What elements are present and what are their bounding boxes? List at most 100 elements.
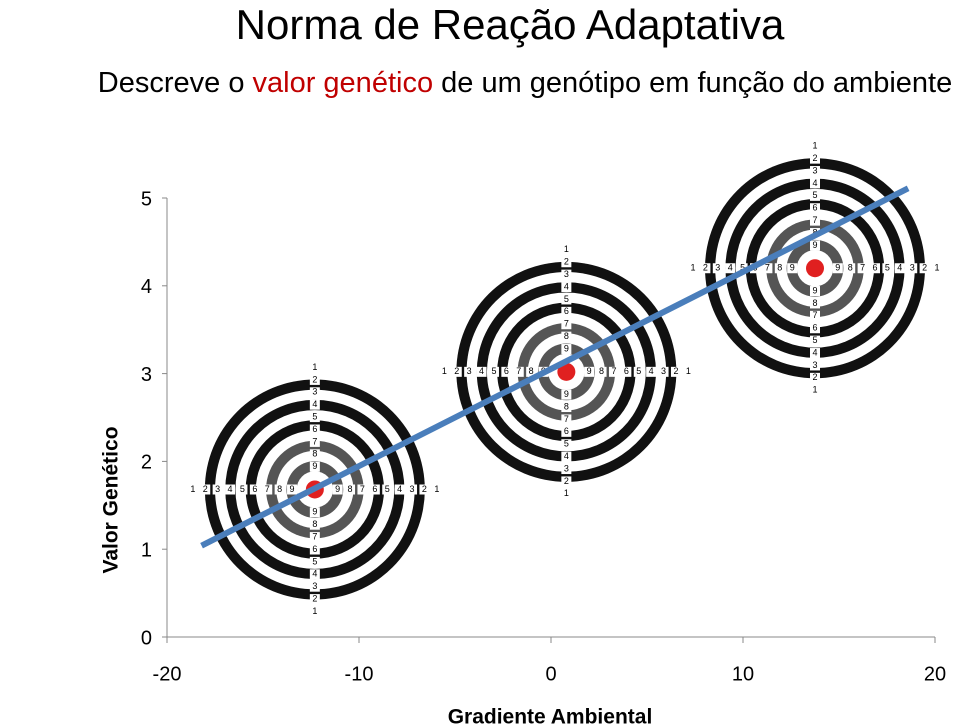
ring-label-bg	[309, 606, 320, 617]
ring-label-bg	[309, 569, 320, 580]
ring-label: 9	[812, 240, 817, 250]
ring-label: 2	[564, 476, 569, 486]
ring-label: 7	[265, 484, 270, 494]
ring-label-bg	[309, 449, 320, 460]
ring-label-bg	[309, 387, 320, 398]
ring-label: 1	[686, 366, 691, 376]
ring-label: 9	[812, 285, 817, 295]
target-center	[806, 259, 824, 278]
ring-label: 5	[312, 556, 317, 566]
y-tick-label: 4	[141, 276, 152, 298]
ring-label-bg	[309, 594, 320, 605]
ring-label-bg	[451, 366, 462, 377]
ring-label: 1	[564, 488, 569, 498]
ring-label-bg	[187, 484, 198, 495]
ring-label-bg	[488, 366, 499, 377]
ring-label: 6	[252, 484, 257, 494]
x-tick-label: 0	[545, 663, 556, 685]
ring-label-bg	[561, 282, 572, 293]
ring-label: 1	[934, 263, 939, 273]
ring-label: 3	[467, 366, 472, 376]
ring-label: 2	[203, 484, 208, 494]
ring-label-bg	[857, 263, 868, 274]
ring-label-bg	[561, 244, 572, 255]
subtitle: Descreve o valor genético de um genótipo…	[90, 60, 960, 106]
ring-label-bg	[309, 507, 320, 518]
ring-label: 6	[312, 544, 317, 554]
ring-label-bg	[907, 263, 918, 274]
x-axis-label: Gradiente Ambiental	[448, 706, 653, 728]
y-tick-label: 0	[141, 627, 152, 649]
ring-label: 8	[348, 484, 353, 494]
ring-label: 5	[491, 366, 496, 376]
ring-label-bg	[683, 366, 694, 377]
ring-label-bg	[596, 366, 607, 377]
ring-label-bg	[274, 484, 285, 495]
ring-label: 6	[504, 366, 509, 376]
ring-label-bg	[810, 203, 820, 214]
ring-label: 3	[564, 463, 569, 473]
x-tick-label: 20	[924, 663, 946, 685]
ring-label: 8	[564, 331, 569, 341]
ring-label-bg	[810, 240, 820, 251]
trend-line	[200, 185, 910, 549]
ring-label: 9	[564, 343, 569, 353]
y-tick-label: 5	[141, 188, 152, 210]
ring-label-bg	[561, 389, 572, 400]
ring-label: 6	[564, 306, 569, 316]
ring-label-bg	[832, 263, 843, 274]
ring-label-bg	[561, 451, 572, 462]
ring-label-bg	[810, 335, 820, 346]
x-tick-label: 10	[732, 663, 754, 685]
ring-label-bg	[332, 484, 343, 495]
ring-label-bg	[810, 310, 820, 321]
ring-label: 2	[312, 374, 317, 384]
ring-label: 5	[564, 439, 569, 449]
ring-label: 1	[190, 484, 195, 494]
subtitle-highlight: valor genético	[252, 67, 434, 99]
ring-label-bg	[932, 263, 942, 274]
ring-label-bg	[309, 424, 320, 435]
ring-label-bg	[810, 348, 820, 359]
ring-label-bg	[787, 263, 798, 274]
ring-label: 6	[624, 366, 629, 376]
ring-label-bg	[225, 484, 236, 495]
ring-label: 8	[529, 366, 534, 376]
ring-label-bg	[810, 360, 820, 371]
ring-label-bg	[688, 263, 698, 274]
ring-label-bg	[309, 362, 320, 373]
ring-label: 3	[812, 165, 817, 175]
ring-label: 6	[872, 263, 877, 273]
ring-label: 9	[312, 461, 317, 471]
ring-label-bg	[810, 166, 820, 177]
ring-label-bg	[621, 366, 632, 377]
ring-label-bg	[646, 366, 657, 377]
ring-label-bg	[309, 532, 320, 543]
y-tick-label: 1	[141, 539, 152, 561]
ring-label: 8	[564, 401, 569, 411]
ring-label: 9	[335, 484, 340, 494]
ring-label-bg	[309, 399, 320, 410]
ring-label: 1	[812, 385, 817, 395]
ring-label-bg	[309, 519, 320, 530]
ring-label-bg	[561, 269, 572, 280]
ring-label-bg	[810, 372, 820, 383]
ring-label: 2	[312, 593, 317, 603]
ring-label-bg	[774, 263, 785, 274]
ring-label: 2	[812, 153, 817, 163]
title: Norma de Reação Adaptativa	[235, 1, 785, 48]
ring-label-bg	[561, 439, 572, 450]
ring-label-bg	[382, 484, 393, 495]
ring-label-bg	[561, 426, 572, 437]
ring-label: 5	[885, 263, 890, 273]
ring-label: 1	[434, 484, 439, 494]
ring-label: 5	[812, 190, 817, 200]
y-tick-label: 2	[141, 452, 152, 474]
ring-label: 7	[611, 366, 616, 376]
ring-label-bg	[762, 263, 773, 274]
ring-label-bg	[419, 484, 430, 495]
ring-label-bg	[357, 484, 368, 495]
ring-label: 4	[564, 281, 569, 291]
